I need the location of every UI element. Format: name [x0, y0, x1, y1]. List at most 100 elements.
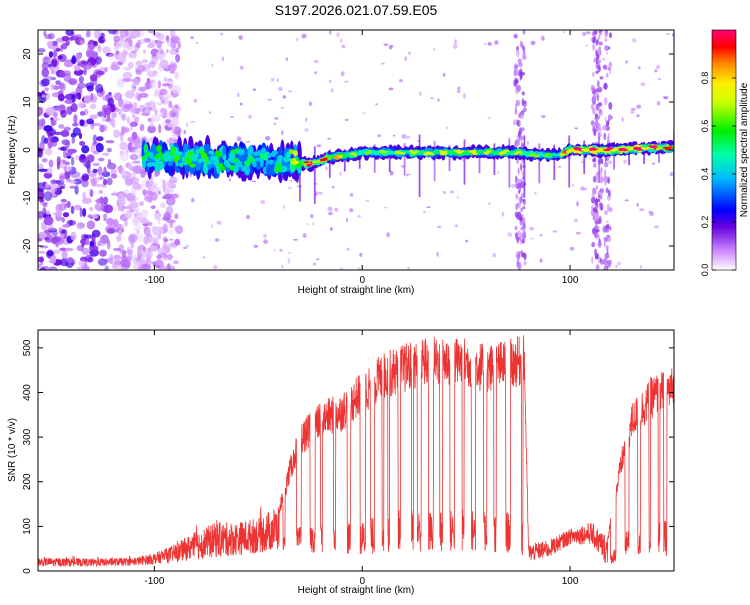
spectrogram-noise-blob — [117, 167, 126, 174]
spectrogram-speckle — [288, 90, 292, 93]
spectrogram-speckle — [408, 51, 411, 55]
spectrogram-speckle — [656, 64, 660, 70]
spectrogram-speckle — [648, 210, 652, 214]
spectrogram-noise-blob — [134, 116, 140, 123]
spectrogram-ytick-label: -20 — [22, 238, 33, 253]
colorbar-gradient — [711, 29, 737, 271]
spectrogram-speckle — [639, 265, 643, 269]
spectrogram-noise-blob — [174, 71, 180, 80]
spectrogram-speckle — [388, 87, 394, 91]
spectrogram-speckle — [273, 249, 276, 252]
spectrogram-noise-blob — [149, 245, 158, 252]
spectrogram-streak — [517, 182, 522, 189]
spectrogram-noise-blob — [63, 145, 69, 151]
spectrogram-streak — [521, 91, 525, 96]
spectrogram-noise-blob — [40, 266, 46, 270]
spectrogram-noise-blob — [114, 258, 120, 268]
spectrogram-speckle — [195, 41, 198, 45]
spectrogram-streak — [515, 203, 519, 211]
spectrogram-noise-blob — [64, 247, 74, 252]
spectrogram-speckle — [340, 71, 345, 77]
spectrogram-speckle — [230, 115, 234, 118]
spectrogram-noise-blob — [107, 30, 118, 35]
spectrogram-speckle — [487, 41, 492, 46]
spectrogram-noise-blob — [61, 250, 68, 260]
spectrogram-noise-blob — [168, 265, 175, 270]
spectrogram-streak — [518, 120, 521, 127]
figure-title: S197.2026.021.07.59.E05 — [275, 2, 438, 18]
spectrogram-noise-blob — [103, 204, 114, 214]
spectrogram-speckle — [501, 212, 504, 217]
spectrogram-streak — [607, 132, 610, 141]
spectrogram-noise-blob — [173, 226, 180, 232]
spectrogram-speckle — [265, 136, 271, 141]
spectrogram-speckle — [329, 30, 332, 35]
spectrogram-noise-blob — [64, 161, 71, 166]
spectrogram-noise-blob — [91, 51, 98, 59]
spectrogram-speckle — [270, 78, 275, 82]
spectrogram-noise-blob — [82, 191, 86, 200]
spectrogram-speckle — [341, 44, 346, 49]
spectrogram-noise-blob — [127, 197, 137, 203]
spectrogram-streak — [518, 127, 523, 135]
spectrogram-ridge-blob — [327, 157, 332, 161]
spectrogram-streak — [604, 181, 607, 186]
spectrogram-ridge-blob — [143, 145, 149, 151]
spectrogram-ridge-blob — [448, 152, 454, 155]
spectrogram-noise-blob — [143, 235, 149, 245]
spectrogram-noise-blob — [44, 34, 53, 40]
spectrogram-noise-blob — [83, 94, 92, 104]
spectrogram-noise-blob — [66, 257, 74, 264]
spectrogram-ridge-blob — [398, 151, 406, 155]
spectrogram-streak — [603, 64, 608, 71]
spectrogram-speckle — [336, 31, 340, 38]
spectrogram-noise-blob — [50, 254, 57, 264]
spectrogram-noise-blob — [58, 124, 65, 129]
spectrogram-noise-blob — [128, 51, 137, 59]
spectrogram-speckle — [452, 44, 458, 49]
spectrogram-noise-blob — [97, 258, 108, 266]
spectrogram-noise-blob — [98, 176, 104, 181]
spectrogram-noise-blob — [57, 93, 65, 102]
spectrogram-spike — [598, 136, 601, 183]
spectrogram-streak — [518, 236, 521, 241]
spectrogram-speckle — [287, 186, 292, 189]
spectrogram-noise-blob — [126, 116, 131, 124]
spectrogram-ridge-blob — [409, 149, 414, 153]
spectrogram-noise-blob — [121, 41, 130, 49]
spectrogram-streak — [606, 260, 611, 266]
spectrogram-ridge-blob — [236, 160, 243, 168]
spectrogram-ridge-blob — [203, 154, 208, 160]
spectrogram-noise-blob — [139, 201, 144, 207]
spectrogram-speckle — [251, 180, 256, 183]
spectrogram-noise-blob — [145, 249, 153, 259]
spectrogram-noise-blob — [127, 61, 134, 69]
spectrogram-speckle — [278, 86, 283, 92]
spectrogram-speckle — [530, 40, 536, 46]
spectrogram-speckle — [183, 129, 187, 135]
spectrogram-streak — [595, 49, 598, 57]
spectrogram-noise-blob — [102, 152, 110, 156]
spectrogram-speckle — [202, 256, 206, 259]
spectrogram-noise-blob — [44, 236, 50, 241]
spectrogram-speckle — [377, 134, 382, 138]
spectrogram-noise-blob — [154, 236, 159, 246]
spectrogram-noise-blob — [69, 180, 77, 184]
spectrogram-noise-blob — [82, 208, 87, 217]
spectrogram-noise-blob — [64, 93, 75, 100]
spectrogram-noise-blob — [116, 235, 122, 242]
spectrogram-speckle — [325, 166, 328, 171]
spectrogram-noise-blob — [81, 61, 89, 65]
spectrogram-noise-blob — [151, 187, 160, 193]
spectrogram-noise-blob — [175, 53, 181, 63]
spectrogram-noise-blob — [107, 97, 114, 107]
spectrogram-noise-blob — [81, 241, 85, 248]
spectrogram-noise-blob — [95, 197, 106, 205]
spectrogram-noise-blob — [158, 91, 163, 100]
spectrogram-ridge-blob — [285, 151, 291, 159]
spectrogram-speckle — [656, 101, 661, 106]
spectrogram-streak — [520, 193, 525, 199]
spectrogram-streak — [599, 194, 603, 200]
spectrogram-noise-blob — [108, 53, 118, 61]
spectrogram-noise-blob — [122, 78, 132, 82]
